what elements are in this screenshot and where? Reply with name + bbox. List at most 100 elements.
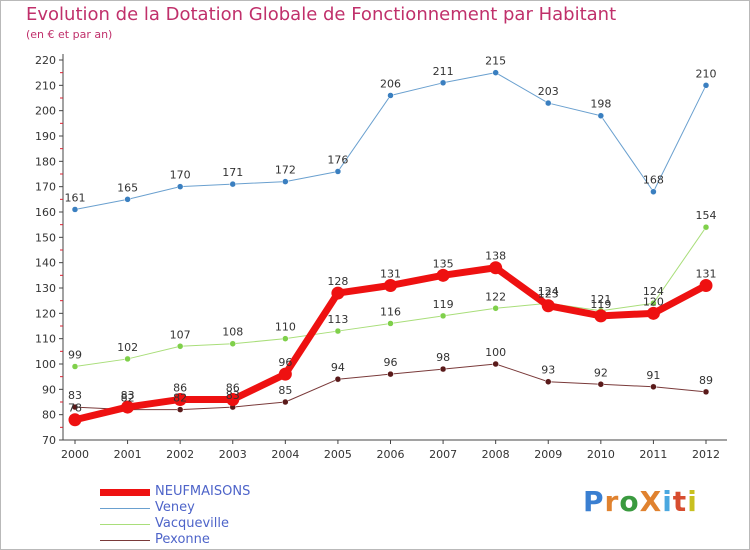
data-label-neufmaisons: 128 (327, 275, 348, 288)
data-label-neufmaisons: 78 (68, 402, 82, 415)
y-tick-label: 170 (35, 181, 56, 194)
data-point-pexonne (597, 381, 605, 388)
data-point-pexonne (387, 370, 394, 378)
y-tick-label: 130 (35, 282, 56, 295)
data-point-veney (545, 99, 552, 107)
x-tick-label: 2004 (271, 448, 299, 461)
data-label-vacqueville: 116 (380, 305, 401, 318)
y-tick-label: 90 (42, 383, 56, 396)
x-tick-label: 2006 (377, 448, 405, 461)
legend-swatch (100, 524, 150, 525)
data-point-pexonne (282, 398, 289, 406)
data-point-neufmaisons (646, 306, 660, 320)
data-point-neufmaisons (121, 400, 135, 414)
x-tick-label: 2011 (639, 448, 667, 461)
series-neufmaisons (68, 261, 713, 427)
y-tick-label: 120 (35, 307, 56, 320)
data-label-neufmaisons: 131 (380, 267, 401, 280)
data-point-vacqueville (702, 223, 710, 231)
data-point-pexonne (545, 378, 552, 385)
data-point-vacqueville (334, 327, 342, 335)
data-label-veney: 215 (485, 55, 506, 68)
series-veney (71, 69, 710, 213)
data-label-veney: 203 (538, 85, 559, 98)
data-label-neufmaisons: 96 (278, 356, 292, 369)
series-vacqueville (71, 223, 710, 370)
data-label-vacqueville: 102 (117, 341, 138, 354)
data-point-vacqueville (650, 299, 657, 307)
y-tick-label: 180 (35, 155, 56, 168)
data-label-vacqueville: 99 (68, 349, 82, 362)
data-label-veney: 172 (275, 164, 296, 177)
data-label-pexonne: 91 (646, 369, 660, 382)
data-label-pexonne: 94 (331, 361, 345, 374)
data-point-vacqueville (492, 305, 499, 312)
data-label-neufmaisons: 138 (485, 250, 506, 263)
data-point-neufmaisons (436, 268, 450, 282)
data-label-neufmaisons: 131 (696, 267, 717, 280)
data-label-vacqueville: 124 (643, 285, 664, 298)
data-label-pexonne: 98 (436, 351, 450, 364)
y-tick-label: 210 (35, 79, 56, 92)
data-label-neufmaisons: 120 (643, 295, 664, 308)
data-label-neufmaisons: 86 (173, 381, 187, 394)
data-point-veney (650, 188, 657, 195)
data-label-pexonne: 96 (384, 356, 398, 369)
series-layer (68, 69, 713, 427)
data-label-vacqueville: 154 (696, 209, 717, 222)
data-point-vacqueville (439, 312, 447, 320)
proxiti-logo: ProXiti (583, 485, 698, 518)
data-label-vacqueville: 113 (327, 313, 348, 326)
data-label-pexonne: 89 (699, 374, 713, 387)
legend-swatch (100, 489, 150, 496)
data-label-pexonne: 83 (226, 389, 240, 402)
series-line-vacqueville (74, 226, 707, 368)
legend-label: Pexonne (155, 532, 210, 547)
data-point-veney (492, 69, 499, 76)
y-tick-label: 150 (35, 231, 56, 244)
data-point-vacqueville (229, 340, 236, 347)
data-point-veney (387, 92, 394, 99)
x-tick-label: 2008 (482, 448, 510, 461)
legend-label: NEUFMAISONS (155, 484, 251, 499)
data-point-neufmaisons (489, 261, 503, 275)
data-point-pexonne (439, 365, 447, 373)
x-tick-label: 2001 (114, 448, 142, 461)
data-label-pexonne: 82 (173, 392, 187, 405)
data-point-veney (282, 178, 289, 185)
data-label-vacqueville: 119 (433, 298, 454, 311)
data-label-veney: 176 (327, 153, 348, 166)
data-point-veney (176, 183, 184, 190)
data-labels: 161 165 170 171 172 176 206 211 215 203 198 168 210 9… (65, 55, 717, 415)
y-tick-label: 190 (35, 130, 56, 143)
legend-swatch (100, 508, 150, 509)
y-tick-label: 140 (35, 257, 56, 270)
data-label-neufmaisons: 86 (226, 381, 240, 394)
data-label-veney: 168 (643, 174, 664, 187)
x-tick-label: 2003 (219, 448, 247, 461)
data-label-veney: 211 (433, 65, 454, 78)
data-label-veney: 210 (696, 67, 717, 80)
axes: 7080901001101201301401501601701801902002… (35, 54, 727, 461)
data-label-pexonne: 100 (485, 346, 506, 359)
data-point-pexonne (334, 375, 342, 383)
x-tick-label: 2012 (692, 448, 720, 461)
data-point-veney (702, 82, 710, 89)
data-point-pexonne (650, 383, 657, 391)
data-label-vacqueville: 122 (485, 290, 506, 303)
data-label-veney: 171 (222, 166, 243, 179)
data-label-neufmaisons: 135 (433, 257, 454, 270)
data-point-pexonne (702, 388, 710, 396)
y-tick-label: 70 (42, 434, 56, 447)
data-label-pexonne: 83 (68, 389, 82, 402)
data-point-pexonne (492, 360, 499, 368)
data-label-neufmaisons: 83 (121, 389, 135, 402)
chart-subtitle: (en € et par an) (26, 28, 113, 41)
x-tick-label: 2000 (61, 448, 89, 461)
y-tick-label: 80 (42, 409, 56, 422)
data-point-neufmaisons (699, 278, 713, 292)
x-tick-label: 2007 (429, 448, 457, 461)
data-label-vacqueville: 107 (170, 328, 191, 341)
data-label-pexonne: 82 (121, 392, 135, 405)
data-point-neufmaisons (541, 299, 555, 313)
